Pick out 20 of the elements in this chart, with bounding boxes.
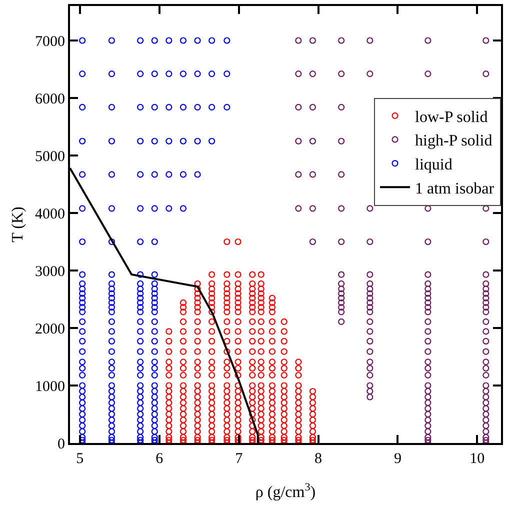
y-axis-title: T (K) xyxy=(9,206,26,242)
legend-label: low-P solid xyxy=(415,108,488,126)
x-tick-label: 10 xyxy=(470,451,485,467)
y-tick-label: 1000 xyxy=(35,378,65,395)
legend-label: 1 atm isobar xyxy=(415,180,495,198)
x-tick-label: 7 xyxy=(235,451,244,467)
y-tick-label: 3000 xyxy=(35,264,65,280)
y-tick-label: 0 xyxy=(58,436,65,452)
x-tick-label: 9 xyxy=(394,451,402,467)
y-tick-label: 4000 xyxy=(35,206,65,222)
x-tick-label: 6 xyxy=(156,451,164,467)
y-tick-label: 2000 xyxy=(35,321,65,338)
y-tick-label: 7000 xyxy=(35,34,65,50)
x-axis-title: ρ (g/cm$^{3}$) xyxy=(255,481,316,502)
y-tick-label: 5000 xyxy=(35,148,65,165)
x-tick-label: 5 xyxy=(76,451,84,467)
x-tick-label: 8 xyxy=(314,451,322,467)
legend-label: liquid xyxy=(415,156,452,174)
legend-label: high-P solid xyxy=(415,132,492,150)
y-tick-label: 6000 xyxy=(35,91,65,108)
